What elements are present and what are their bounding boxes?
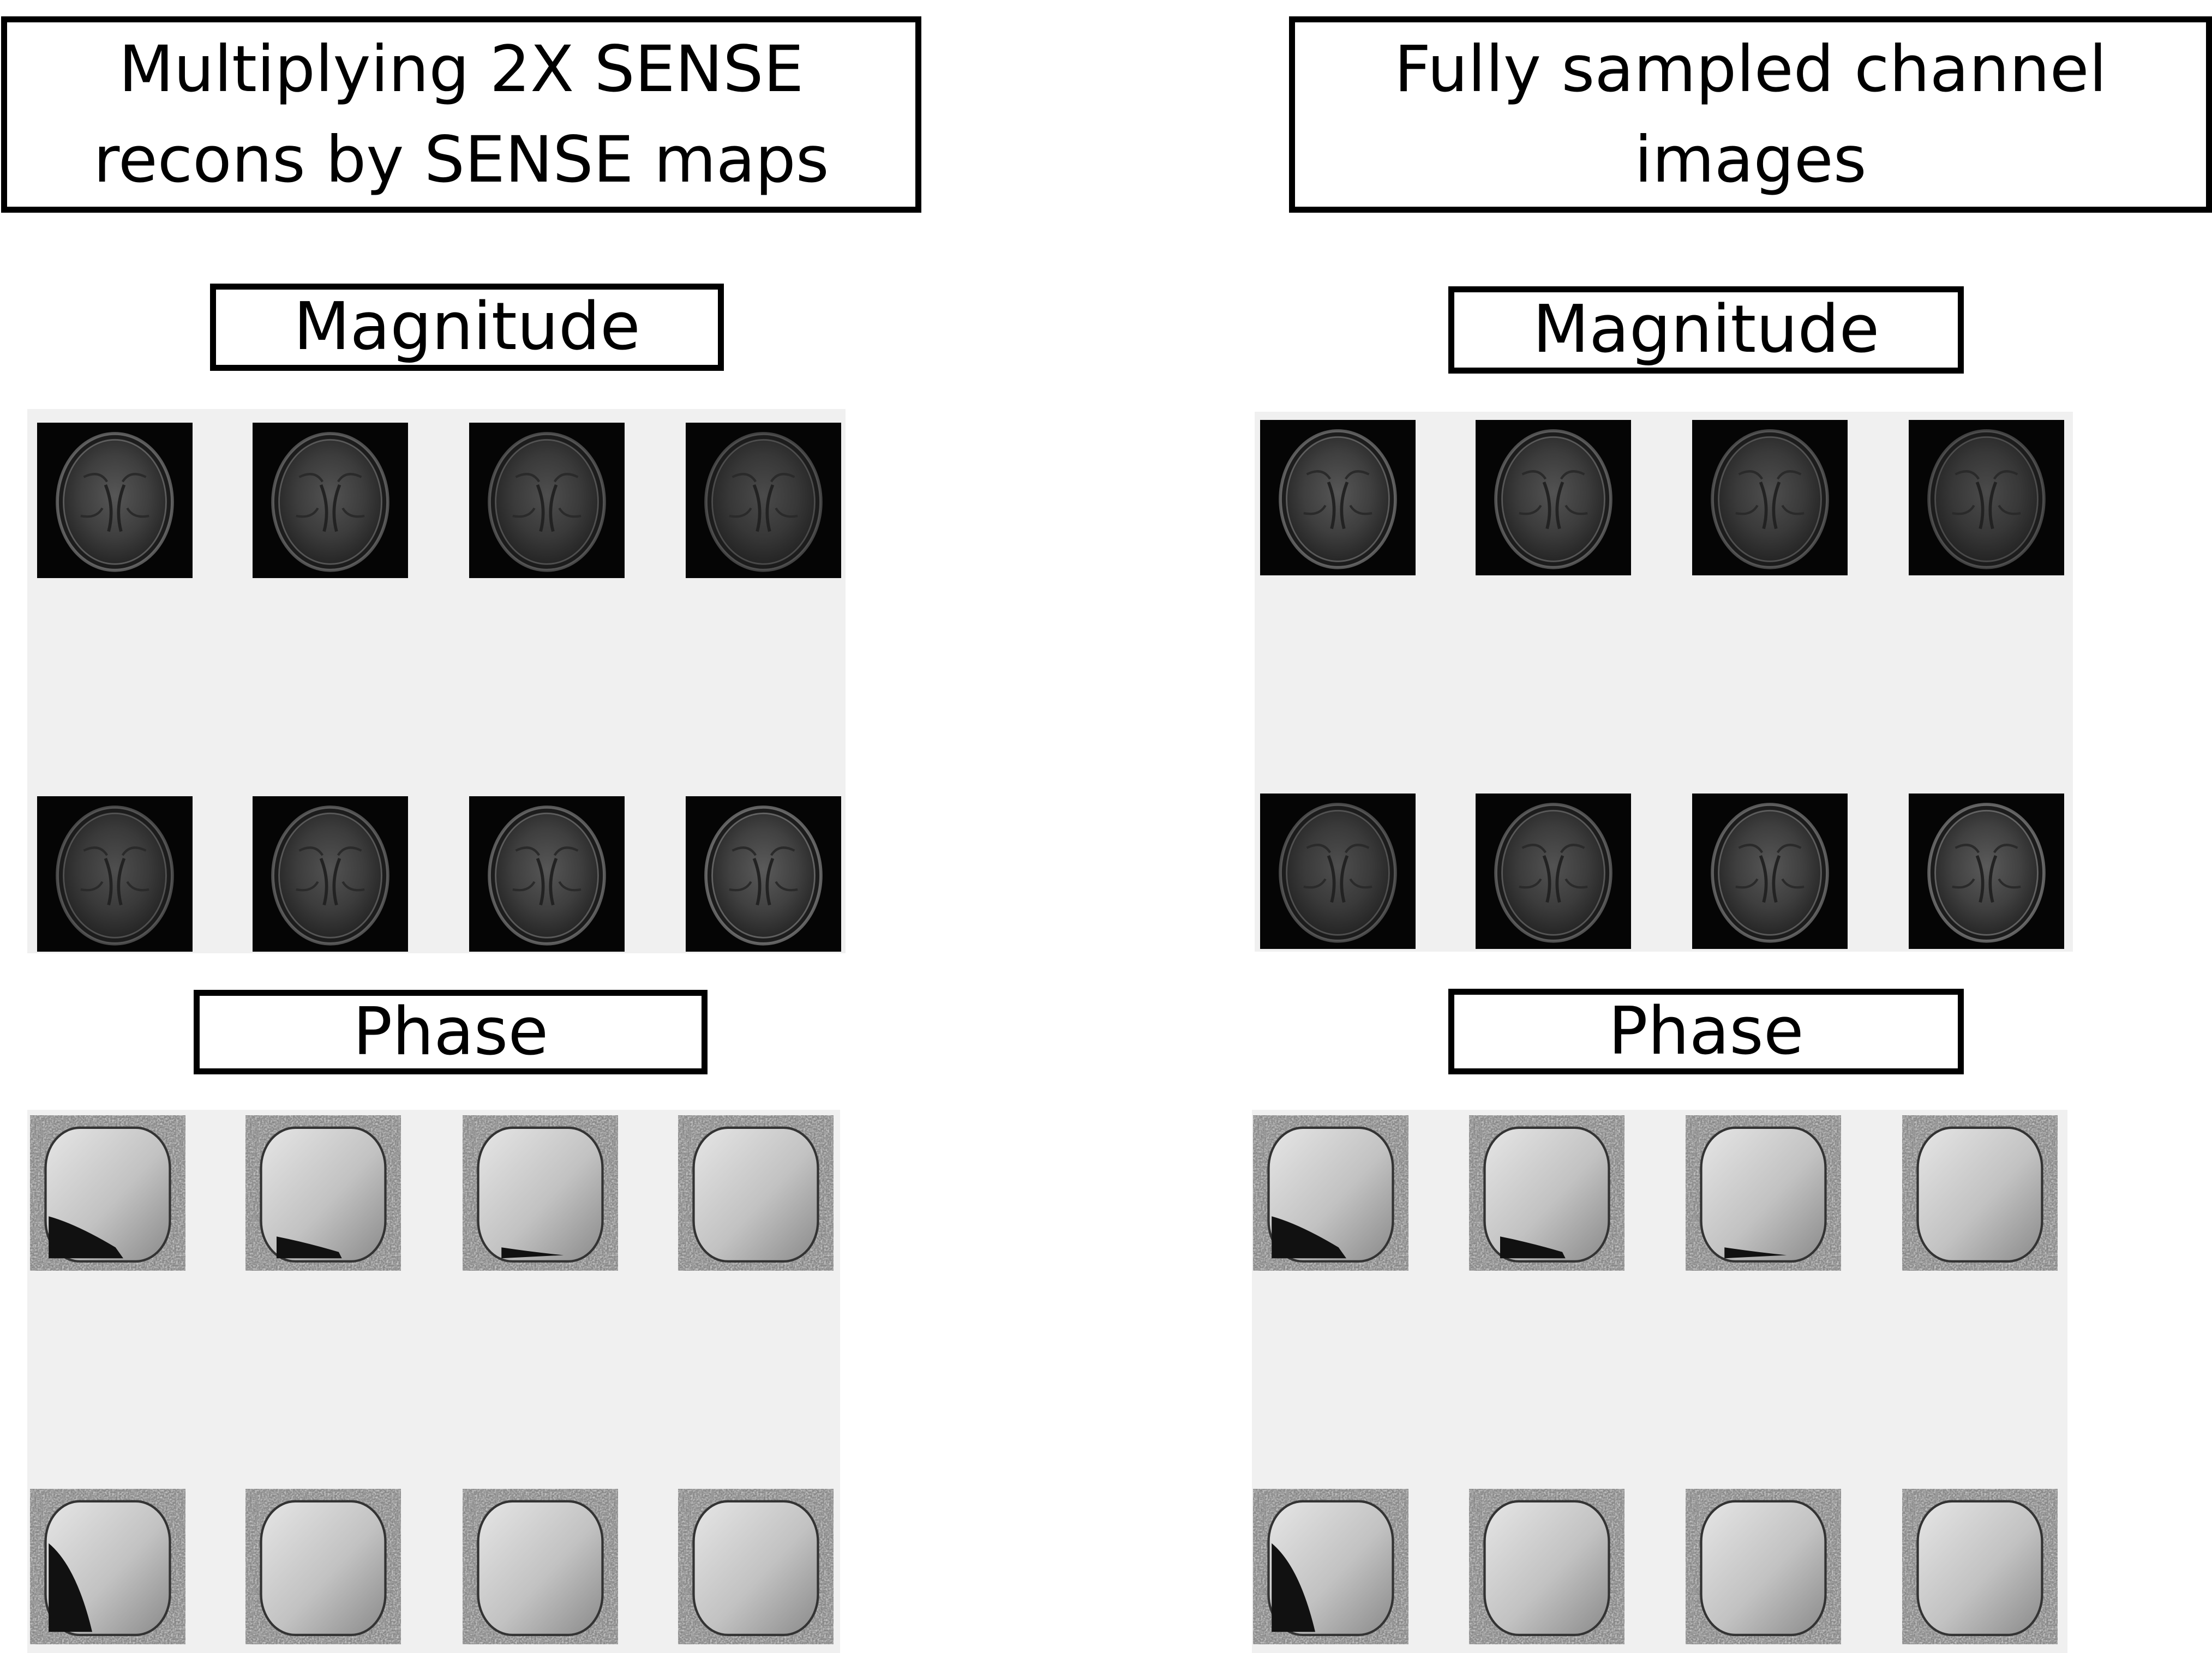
right-magnitude-tile-4 bbox=[1909, 420, 2064, 575]
right-phase-tile-8 bbox=[1902, 1489, 2058, 1644]
right-phase-tile-5 bbox=[1253, 1489, 1408, 1644]
left-magnitude-tile-1 bbox=[37, 423, 193, 578]
right-magnitude-tile-5 bbox=[1260, 794, 1416, 949]
right-phase-tile-6 bbox=[1469, 1489, 1624, 1644]
right-magnitude-tile-6 bbox=[1476, 794, 1631, 949]
left-magnitude-label: Magnitude bbox=[210, 284, 724, 371]
right-title-line2: images bbox=[1634, 122, 1867, 197]
right-title-line1: Fully sampled channel bbox=[1394, 32, 2107, 106]
right-phase-tile-4 bbox=[1902, 1115, 2058, 1271]
left-title-box: Multiplying 2X SENSE recons by SENSE map… bbox=[1, 16, 921, 213]
left-phase-tile-3 bbox=[463, 1115, 618, 1271]
left-magnitude-tile-5 bbox=[37, 796, 193, 952]
left-phase-tile-5 bbox=[30, 1489, 185, 1644]
right-phase-tile-7 bbox=[1686, 1489, 1841, 1644]
left-phase-tile-8 bbox=[678, 1489, 834, 1644]
right-magnitude-tile-1 bbox=[1260, 420, 1416, 575]
left-phase-tile-4 bbox=[678, 1115, 834, 1271]
left-magnitude-tile-6 bbox=[253, 796, 408, 952]
left-title-line1: Multiplying 2X SENSE bbox=[118, 32, 804, 106]
right-phase-tile-3 bbox=[1686, 1115, 1841, 1271]
right-magnitude-tile-2 bbox=[1476, 420, 1631, 575]
left-magnitude-tile-2 bbox=[253, 423, 408, 578]
right-magnitude-label: Magnitude bbox=[1448, 286, 1964, 374]
right-title-box: Fully sampled channel images bbox=[1289, 16, 2212, 213]
right-magnitude-tile-3 bbox=[1692, 420, 1848, 575]
right-magnitude-tile-8 bbox=[1909, 794, 2064, 949]
left-title-line2: recons by SENSE maps bbox=[93, 122, 829, 197]
left-phase-tile-6 bbox=[245, 1489, 401, 1644]
left-phase-label: Phase bbox=[194, 990, 708, 1074]
left-magnitude-tile-4 bbox=[686, 423, 841, 578]
left-magnitude-tile-3 bbox=[469, 423, 625, 578]
left-phase-tile-7 bbox=[463, 1489, 618, 1644]
left-phase-tile-1 bbox=[30, 1115, 185, 1271]
left-magnitude-tile-7 bbox=[469, 796, 625, 952]
left-phase-tile-2 bbox=[245, 1115, 401, 1271]
right-magnitude-tile-7 bbox=[1692, 794, 1848, 949]
left-magnitude-tile-8 bbox=[686, 796, 841, 952]
right-phase-tile-1 bbox=[1253, 1115, 1408, 1271]
right-phase-label: Phase bbox=[1448, 989, 1964, 1074]
right-phase-tile-2 bbox=[1469, 1115, 1624, 1271]
